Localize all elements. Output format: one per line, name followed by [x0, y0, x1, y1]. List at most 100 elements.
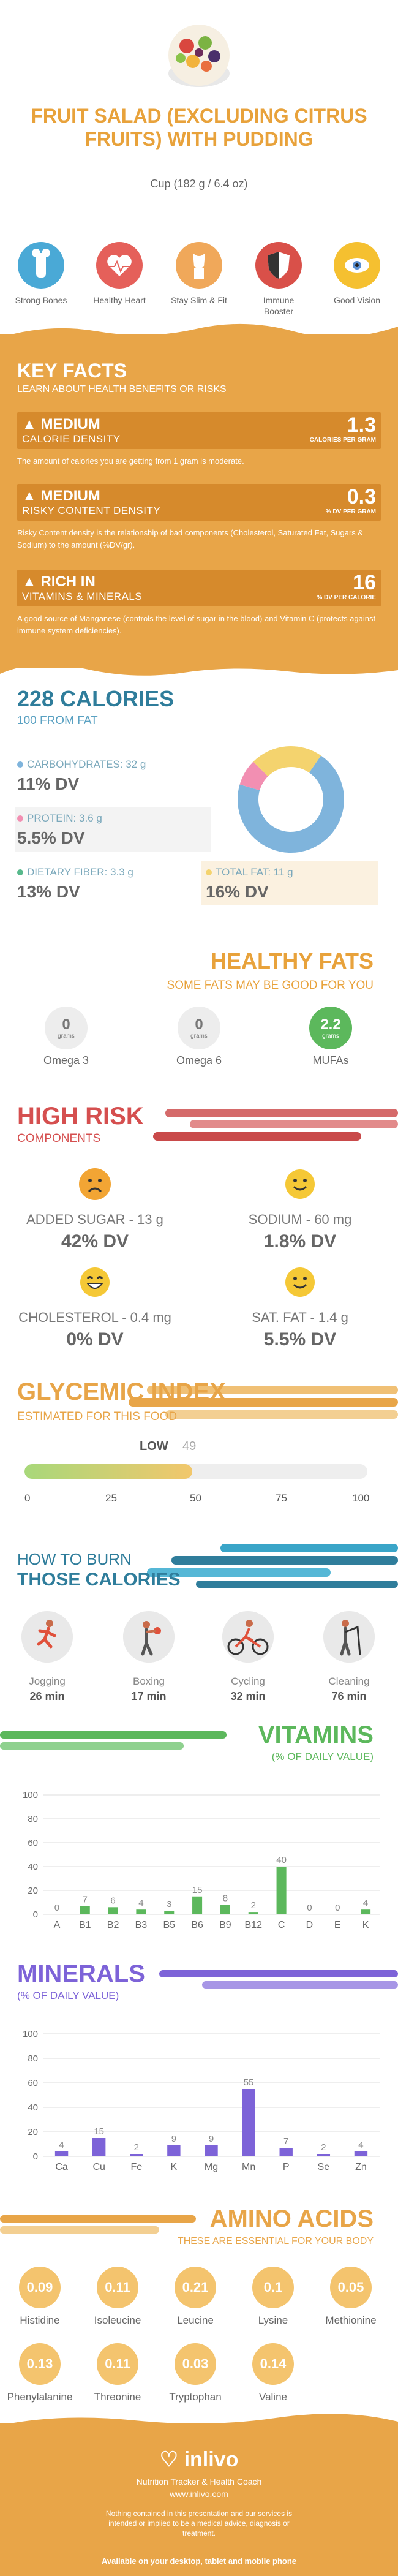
activity-time: 76 min [331, 1690, 367, 1702]
key-facts-subtitle: LEARN ABOUT HEALTH BENEFITS OR RISKS [17, 384, 227, 395]
risk-dv: 42% DV [61, 1231, 129, 1252]
donut-slice [239, 761, 269, 791]
x-tick-label: B1 [79, 1920, 91, 1930]
bar-value-label: 3 [167, 1899, 171, 1909]
vitamins-section: VITAMINS (% OF DAILY VALUE) 0 20 40 60 80 100… [0, 1721, 398, 1954]
bar-value-label: 40 [276, 1855, 287, 1865]
nutrient-dv: 5.5% DV [17, 828, 85, 847]
jogging-icon [21, 1611, 73, 1663]
nutrient-carbohydrates: CARBOHYDRATES: 32 g 11% DV [17, 754, 201, 798]
high-risk-section: HIGH RISK COMPONENTS ADDED SUGAR - 13 g … [0, 1103, 398, 1391]
fat-name: MUFAs [312, 1054, 349, 1067]
y-tick-label: 40 [28, 1862, 38, 1872]
amino-value: 0.1 [252, 2267, 294, 2308]
y-tick-label: 80 [28, 2053, 38, 2064]
glycemic-tick: 50 [190, 1492, 201, 1504]
bar-value-label: 0 [307, 1903, 312, 1913]
amino-value: 0.03 [175, 2343, 216, 2385]
x-tick-label: Se [318, 2162, 330, 2172]
nutrient-fiber: DIETARY FIBER: 3.3 g 13% DV [17, 861, 201, 905]
risk-name: ADDED SUGAR - 13 g [26, 1212, 163, 1227]
nutrient-name: DIETARY FIBER: 3.3 g [27, 866, 133, 878]
y-tick-label: 100 [23, 1790, 38, 1800]
fact-name: RISKY CONTENT DENSITY [22, 505, 161, 516]
benefit-label: Stay Slim & Fit [171, 295, 227, 305]
risk-sat-fat: SAT. FAT - 1.4 g 5.5% DV [208, 1265, 392, 1350]
amino-name: Valine [259, 2391, 287, 2403]
fat-value: 0 [62, 1016, 70, 1033]
y-tick-label: 20 [28, 2127, 38, 2137]
fat-name: Omega 6 [176, 1054, 222, 1067]
fat-unit: grams [190, 1032, 208, 1040]
x-tick-label: K [362, 1920, 369, 1930]
legend-dot [17, 869, 23, 875]
bar [136, 1909, 146, 1914]
fact-unit: CALORIES PER GRAM [309, 437, 376, 444]
key-facts-title: KEY FACTS [17, 360, 127, 382]
bar-value-label: 0 [335, 1903, 340, 1913]
risk-sodium: SODIUM - 60 mg 1.8% DV [208, 1167, 392, 1252]
y-tick-label: 80 [28, 1814, 38, 1824]
benefit-label: Immune Booster [263, 295, 295, 316]
sad-face-icon [79, 1168, 111, 1200]
x-tick-label: A [54, 1920, 61, 1930]
bar-value-label: 6 [110, 1895, 115, 1906]
bar-value-label: 15 [94, 2126, 104, 2137]
fat-unit: grams [58, 1032, 75, 1040]
calories-donut-chart [238, 746, 344, 853]
activity-name: Boxing [133, 1675, 165, 1687]
page-title: FRUIT SALAD (EXCLUDING CITRUS FRUITS) WI… [31, 105, 367, 150]
x-tick-label: Fe [130, 2162, 142, 2172]
amino-name: Isoleucine [94, 2314, 141, 2326]
flame-icon: ▲ [22, 416, 37, 432]
fat-value: 0 [195, 1016, 203, 1033]
amino-item: 0.1 Lysine [236, 2267, 310, 2327]
x-tick-label: Mg [205, 2162, 218, 2172]
amino-value: 0.14 [252, 2343, 294, 2385]
footer-url[interactable]: www.inlivo.com [170, 2489, 228, 2499]
amino-item: 0.11 Isoleucine [81, 2267, 154, 2327]
bar [354, 2151, 368, 2156]
fat-value: 2.2 [320, 1016, 341, 1033]
bar-value-label: 9 [209, 2134, 214, 2144]
bar-value-label: 2 [321, 2142, 326, 2153]
bar [80, 1906, 90, 1914]
x-tick-label: B3 [135, 1920, 148, 1930]
glycemic-index-section: GLYCEMIC INDEX ESTIMATED FOR THIS FOOD L… [0, 1378, 398, 1538]
activity-boxing: Boxing 17 min [109, 1611, 189, 1703]
bar-value-label: 15 [192, 1885, 203, 1895]
healthy-fats-subtitle: SOME FATS MAY BE GOOD FOR YOU [167, 979, 374, 992]
activity-time: 17 min [131, 1690, 167, 1702]
nutrient-dv: 16% DV [206, 882, 269, 901]
amino-name: Histidine [20, 2314, 60, 2326]
bar [248, 1912, 258, 1914]
nutrient-name: PROTEIN: 3.6 g [27, 812, 102, 824]
amino-value: 0.11 [97, 2343, 138, 2385]
amino-value: 0.21 [175, 2267, 216, 2308]
footer-available: Available on your desktop, tablet and mo… [101, 2556, 297, 2566]
nutrient-dv: 11% DV [17, 774, 80, 793]
amino-item: 0.14 Valine [236, 2343, 310, 2403]
calories-title: 228 CALORIES [17, 686, 175, 711]
x-tick-label: B12 [245, 1920, 263, 1930]
body-icon [176, 242, 222, 289]
legend-dot [17, 761, 23, 768]
cleaning-icon [323, 1611, 375, 1663]
glycemic-tick: 100 [352, 1492, 370, 1504]
y-tick-label: 20 [28, 1886, 38, 1896]
nutrient-protein: PROTEIN: 3.6 g 5.5% DV [15, 807, 211, 852]
activity-cycling: Cycling 32 min [208, 1611, 288, 1703]
amino-item: 0.09 Histidine [3, 2267, 77, 2327]
amino-value: 0.05 [330, 2267, 372, 2308]
fact-value: 1.3 [347, 414, 376, 437]
risk-added-sugar: ADDED SUGAR - 13 g 42% DV [3, 1167, 187, 1252]
footer: ♡ inlivo Nutrition Tracker & Health Coac… [0, 2414, 398, 2576]
activity-name: Cleaning [328, 1675, 370, 1687]
vitamins-bar-chart: 0204060801000A7B16B24B33B515B68B92B1240C… [23, 1790, 380, 1930]
fat-mufas: 2.2 grams MUFAs [294, 1007, 367, 1067]
fact-description: The amount of calories you are getting f… [17, 456, 244, 466]
fact-unit: % DV PER GRAM [325, 508, 376, 515]
healthy-fats-title: HEALTHY FATS [210, 948, 374, 973]
amino-item: 0.03 Tryptophan [159, 2343, 232, 2403]
x-tick-label: Ca [55, 2162, 68, 2172]
